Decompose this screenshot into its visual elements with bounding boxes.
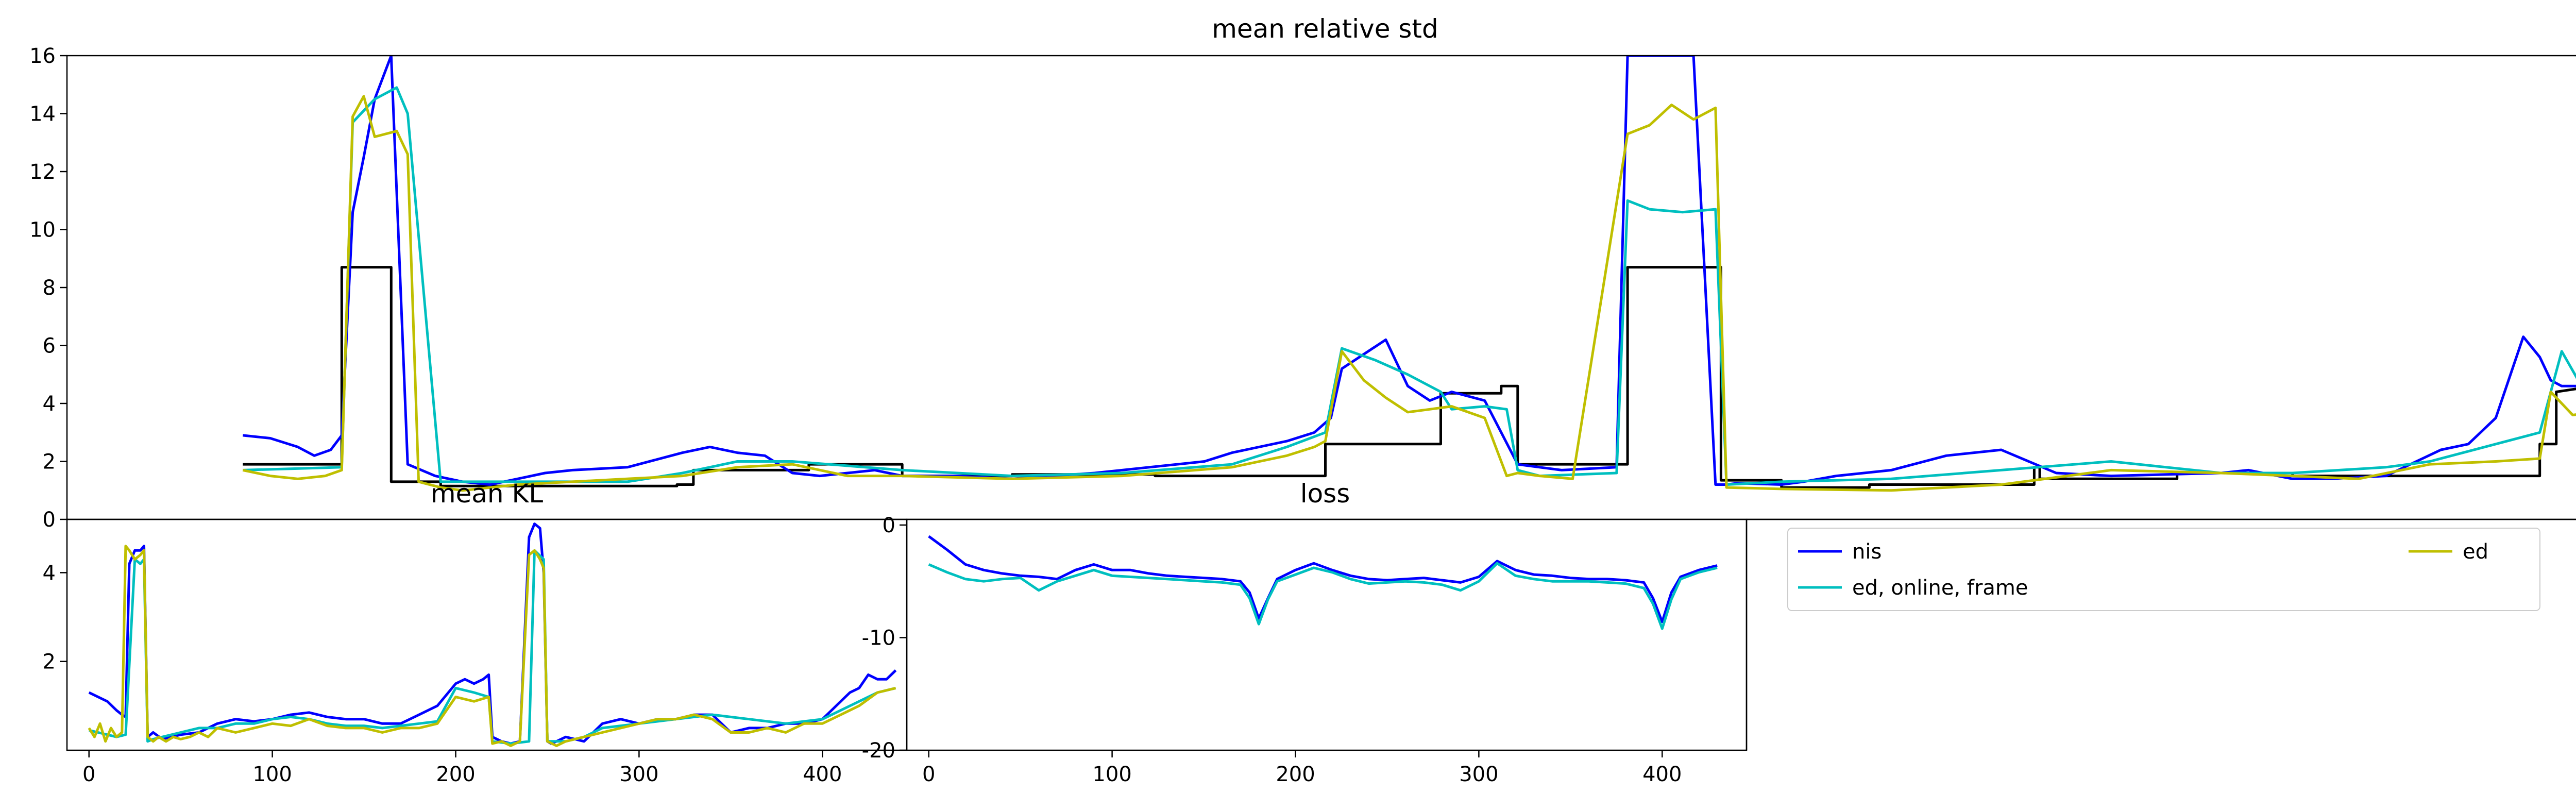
top-plot-area bbox=[242, 56, 2576, 492]
bottom-mid-xtick-label: 0 bbox=[922, 763, 935, 786]
bottom-mid-xtick-label: 300 bbox=[1459, 763, 1498, 786]
bottom-mid-y-axis: 0 -10 -20 bbox=[862, 514, 907, 763]
top-ytick-label: 2 bbox=[43, 450, 56, 474]
legend-box bbox=[1787, 528, 2540, 611]
bottom-mid-xtick-label: 100 bbox=[1092, 763, 1131, 786]
bottom-right-panel: nis ed, online, frame ed bbox=[1745, 518, 2576, 750]
top-ytick-label: 4 bbox=[43, 392, 56, 416]
bottom-mid-series-nis bbox=[928, 535, 1718, 623]
top-series-ref bbox=[243, 266, 2576, 489]
top-y-axis: 0 2 4 6 8 10 12 14 16 bbox=[29, 44, 67, 532]
top-title: mean relative std bbox=[1212, 14, 1438, 44]
bottom-left-x-axis: 0 100 200 300 400 bbox=[82, 750, 842, 786]
top-series-ed_online_frame bbox=[243, 86, 2576, 486]
bottom-mid-ytick-label: -20 bbox=[862, 739, 895, 763]
bottom-left-title: mean KL bbox=[431, 479, 543, 509]
bottom-mid-xtick-label: 200 bbox=[1276, 763, 1315, 786]
bottom-mid-title: loss bbox=[1300, 479, 1350, 509]
top-ytick-label: 14 bbox=[29, 103, 56, 126]
top-ytick-label: 16 bbox=[29, 44, 56, 68]
bottom-left-xtick-label: 200 bbox=[436, 763, 475, 786]
legend-label-ed-online-frame: ed, online, frame bbox=[1852, 576, 2028, 600]
legend: nis ed, online, frame ed bbox=[1787, 528, 2540, 611]
bottom-left-xtick-label: 300 bbox=[619, 763, 658, 786]
bottom-mid-x-axis: 0 100 200 300 400 bbox=[922, 750, 1682, 786]
bottom-left-series-ed_online_frame bbox=[89, 549, 896, 745]
bottom-mid-plot-area bbox=[928, 535, 1718, 630]
top-ytick-label: 10 bbox=[29, 218, 56, 242]
top-panel: mean relative std 0 2 4 6 8 10 12 14 16 bbox=[29, 14, 2576, 532]
top-ytick-label: 6 bbox=[43, 334, 56, 358]
bottom-left-xtick-label: 100 bbox=[252, 763, 292, 786]
bottom-left-ytick-label: 2 bbox=[43, 650, 56, 674]
bottom-mid-ytick-label: 0 bbox=[883, 514, 895, 537]
bottom-left-plot-area bbox=[88, 522, 897, 747]
top-ytick-label: 8 bbox=[43, 276, 56, 300]
bottom-left-panel: 24 0 100 200 300 400 mean KL bbox=[43, 479, 908, 786]
bottom-mid-series-ed_online_frame bbox=[928, 562, 1718, 630]
bottom-left-xtick-label: 400 bbox=[803, 763, 842, 786]
bottom-mid-panel: 0 -10 -20 0 100 200 300 400 loss bbox=[862, 479, 1748, 786]
bottom-left-series-ed bbox=[88, 545, 896, 747]
top-series-ed bbox=[242, 95, 2576, 492]
legend-label-nis: nis bbox=[1852, 540, 1882, 564]
top-ytick-label: 0 bbox=[43, 508, 56, 532]
bottom-left-ytick-label: 4 bbox=[43, 561, 56, 585]
bottom-mid-xtick-label: 400 bbox=[1642, 763, 1682, 786]
bottom-left-y-axis: 24 bbox=[43, 561, 67, 674]
top-ytick-label: 12 bbox=[29, 160, 56, 184]
legend-label-ed: ed bbox=[2463, 540, 2488, 564]
bottom-left-xtick-label: 0 bbox=[82, 763, 95, 786]
bottom-mid-ytick-label: -10 bbox=[862, 626, 895, 650]
